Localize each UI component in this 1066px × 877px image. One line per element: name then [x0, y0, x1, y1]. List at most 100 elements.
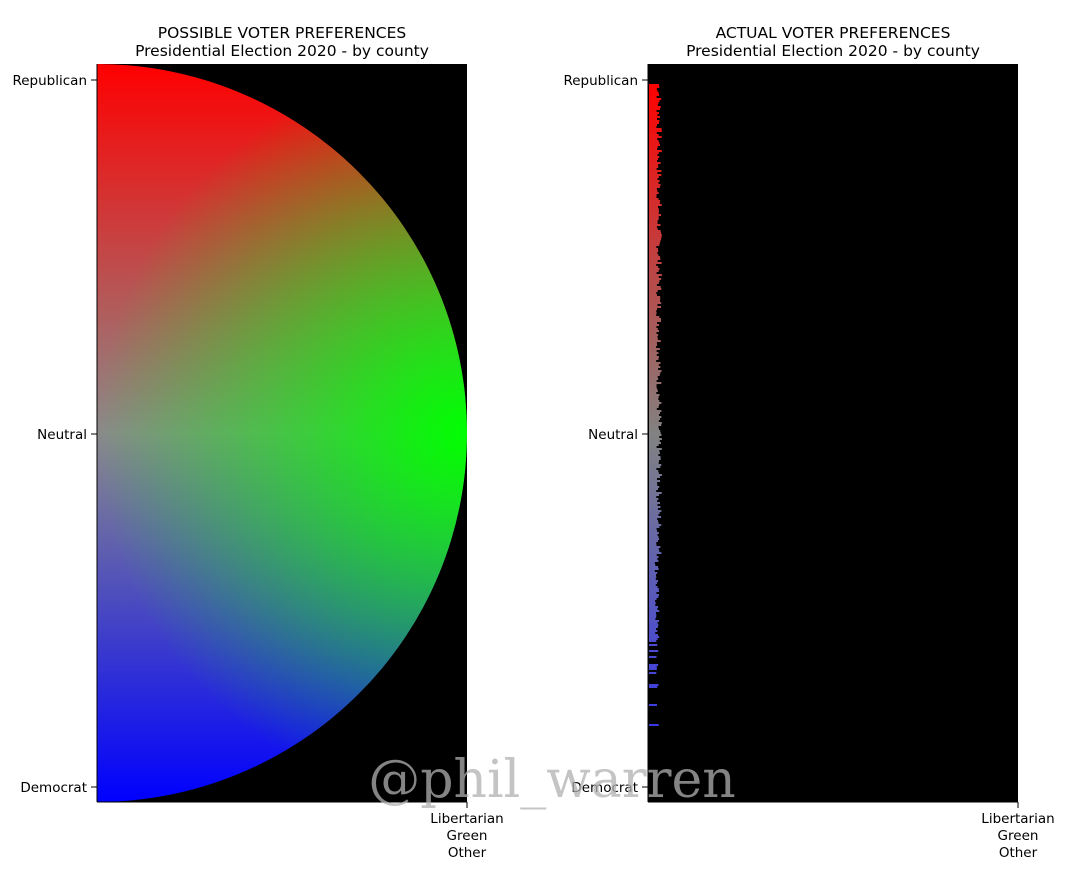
county-row [649, 558, 658, 560]
county-row [649, 212, 659, 214]
county-row [649, 344, 658, 346]
right-x-axis: Libertarian Green Other [648, 801, 1055, 861]
county-row [649, 614, 657, 616]
county-row [649, 544, 657, 546]
county-row [649, 460, 659, 462]
county-row [649, 222, 658, 224]
county-row [649, 354, 657, 356]
left-x-axis: Libertarian Green Other [97, 801, 504, 861]
county-row [649, 440, 660, 442]
county-row [649, 640, 657, 642]
county-row [649, 310, 657, 312]
county-row [649, 108, 660, 110]
county-row [649, 254, 659, 256]
county-row [649, 352, 659, 354]
county-row [649, 102, 659, 104]
county-row [649, 414, 659, 416]
county-row [649, 498, 659, 500]
county-row [649, 106, 661, 108]
county-row [649, 474, 662, 476]
county-row [649, 632, 656, 634]
county-row [649, 364, 659, 366]
county-row [649, 346, 657, 348]
county-row [649, 144, 660, 146]
county-row [649, 684, 659, 686]
county-row [649, 724, 659, 726]
county-row [649, 536, 659, 538]
county-row [649, 218, 659, 220]
county-row [649, 308, 658, 310]
county-row [649, 572, 658, 574]
county-row [649, 270, 659, 272]
county-row [649, 534, 658, 536]
county-row [649, 240, 661, 242]
county-row [649, 576, 657, 578]
county-row [649, 348, 660, 350]
county-row [649, 580, 659, 582]
county-row [649, 408, 657, 410]
county-row [649, 394, 660, 396]
left-xtick-green: Green [447, 828, 488, 844]
county-row [649, 432, 661, 434]
county-row [649, 90, 658, 92]
county-row [649, 516, 661, 518]
county-row [649, 464, 662, 466]
county-row [649, 508, 658, 510]
county-row [649, 420, 659, 422]
county-row [649, 488, 658, 490]
county-row [649, 564, 656, 566]
county-row [649, 214, 661, 216]
county-row [649, 256, 661, 258]
county-row [649, 368, 659, 370]
county-row [649, 620, 659, 622]
county-strip [649, 84, 662, 726]
county-row [649, 208, 659, 210]
county-row [649, 116, 660, 118]
county-row [649, 104, 658, 106]
county-row [649, 540, 658, 542]
county-row [649, 262, 662, 264]
county-row [649, 372, 661, 374]
county-row [649, 84, 659, 86]
county-row [649, 278, 662, 280]
county-row [649, 486, 660, 488]
county-row [649, 336, 658, 338]
county-row [649, 506, 661, 508]
county-row [649, 176, 659, 178]
right-ytick-neutral: Neutral [588, 427, 638, 443]
county-row [649, 422, 662, 424]
county-row [649, 206, 658, 208]
county-row [649, 430, 661, 432]
county-row [649, 512, 660, 514]
county-row [649, 298, 661, 300]
county-row [649, 494, 660, 496]
county-row [649, 600, 656, 602]
county-row [649, 594, 660, 596]
county-row [649, 232, 662, 234]
right-xtick-green: Green [998, 828, 1039, 844]
county-row [649, 178, 658, 180]
county-row [649, 388, 658, 390]
county-row [649, 134, 659, 136]
county-row [649, 616, 657, 618]
county-row [649, 606, 659, 608]
county-row [649, 252, 658, 254]
county-row [649, 526, 660, 528]
left-xtick-other: Other [448, 845, 487, 861]
county-row [649, 194, 657, 196]
county-row [649, 268, 660, 270]
county-row [649, 556, 659, 558]
county-row [649, 204, 662, 206]
left-ytick-neutral: Neutral [37, 427, 87, 443]
county-row [649, 300, 660, 302]
county-row [649, 196, 657, 198]
county-row [649, 528, 657, 530]
county-row [649, 656, 657, 658]
county-row [649, 502, 660, 504]
county-row [649, 410, 662, 412]
county-row [649, 452, 660, 454]
county-row [649, 246, 657, 248]
county-row [649, 332, 657, 334]
county-row [649, 360, 657, 362]
